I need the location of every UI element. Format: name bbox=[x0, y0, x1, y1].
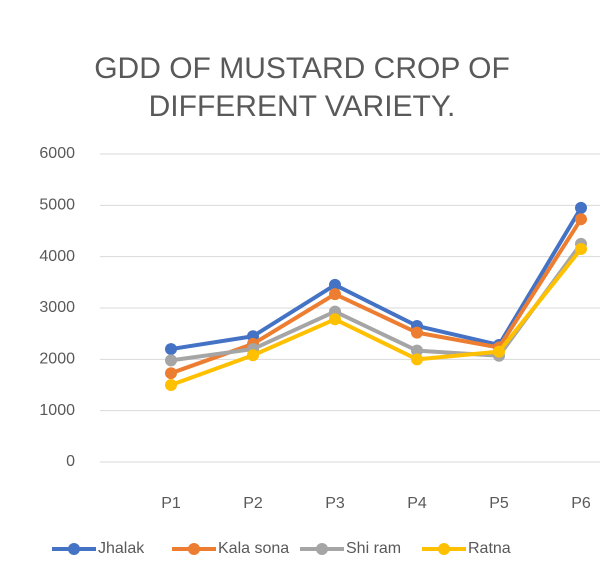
point bbox=[247, 349, 259, 362]
y-tick-label: 2000 bbox=[39, 351, 75, 368]
point bbox=[575, 201, 587, 214]
chart-title: GDD OF MUSTARD CROP OF DIFFERENT VARIETY… bbox=[94, 52, 510, 123]
point bbox=[165, 379, 177, 391]
legend-label: Kala sona bbox=[218, 540, 289, 557]
point bbox=[165, 343, 177, 356]
point bbox=[329, 288, 341, 301]
y-tick-label: 3000 bbox=[39, 299, 75, 316]
y-tick-label: 5000 bbox=[39, 197, 75, 214]
point bbox=[575, 213, 587, 226]
x-tick-label: P5 bbox=[489, 495, 509, 512]
point bbox=[411, 353, 423, 366]
point bbox=[411, 344, 423, 357]
x-tick-label: P1 bbox=[161, 495, 181, 512]
y-tick-label: 6000 bbox=[39, 145, 75, 162]
series-line bbox=[170, 242, 583, 363]
y-tick-label: 0 bbox=[66, 453, 75, 470]
legend-marker bbox=[68, 543, 80, 555]
legend-label: Jhalak bbox=[98, 540, 145, 557]
legend-marker bbox=[438, 543, 450, 555]
x-tick-label: P6 bbox=[571, 495, 591, 512]
point bbox=[493, 345, 505, 358]
series-line bbox=[170, 218, 583, 376]
legend-label: Ratna bbox=[468, 540, 511, 557]
y-tick-label: 4000 bbox=[39, 248, 75, 265]
point bbox=[411, 326, 423, 339]
y-tick-label: 1000 bbox=[39, 402, 75, 419]
legend-marker bbox=[188, 543, 200, 555]
point bbox=[329, 313, 341, 326]
legend-label: Shi ram bbox=[346, 540, 401, 557]
x-tick-label: P4 bbox=[407, 495, 427, 512]
point bbox=[165, 367, 177, 380]
x-tick-label: P2 bbox=[243, 495, 263, 512]
point bbox=[575, 242, 587, 255]
series-line bbox=[170, 247, 583, 387]
series-line bbox=[170, 206, 583, 352]
x-tick-label: P3 bbox=[325, 495, 345, 512]
point bbox=[329, 278, 341, 291]
point bbox=[165, 354, 177, 367]
legend-marker bbox=[316, 543, 328, 555]
